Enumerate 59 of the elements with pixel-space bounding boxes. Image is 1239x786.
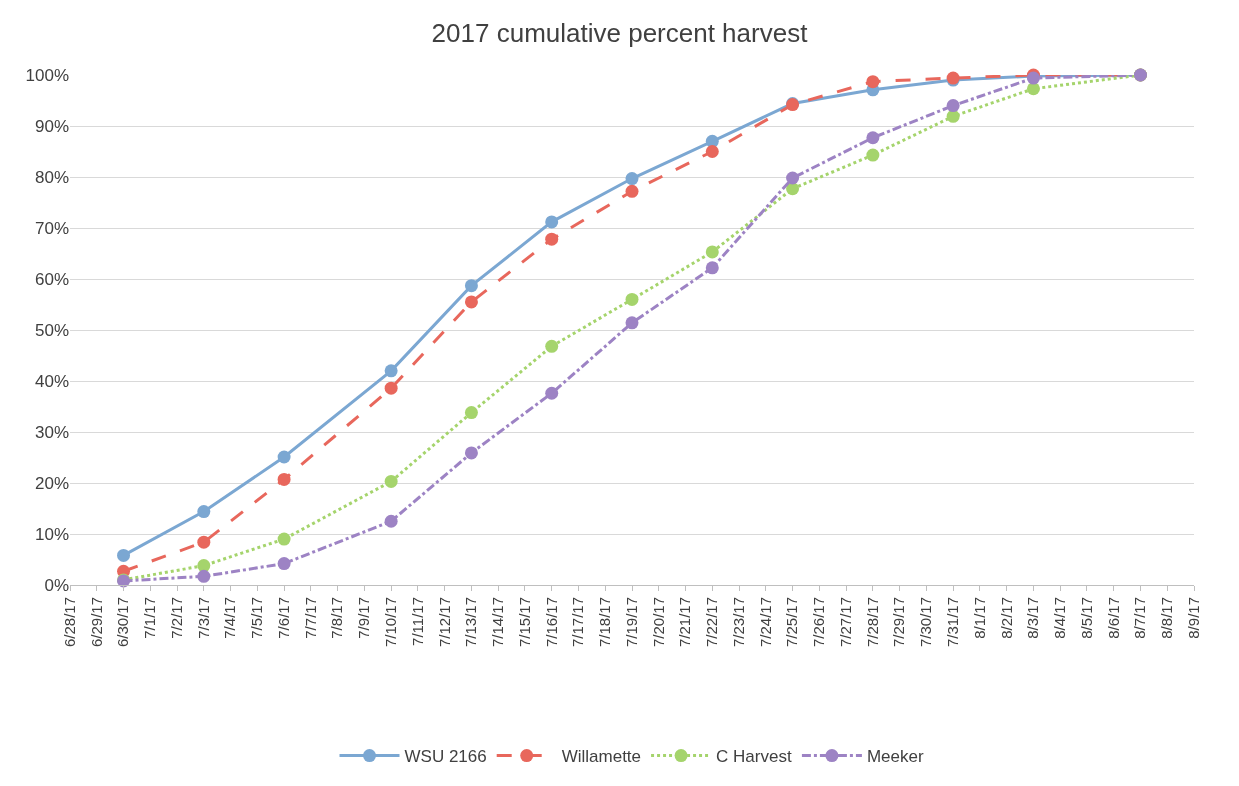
y-tick-label: 80% — [34, 167, 69, 187]
x-tick-label: 7/29/17 — [890, 597, 908, 648]
y-tick-label: 30% — [34, 422, 69, 442]
x-tick-label: 7/2/17 — [167, 597, 185, 639]
x-tick-label: 8/3/17 — [1024, 597, 1042, 639]
x-tick-label: 7/16/17 — [542, 597, 560, 648]
legend-label: C Harvest — [716, 747, 792, 767]
x-tick-label: 8/6/17 — [1104, 597, 1122, 639]
x-tick-label: 7/4/17 — [221, 597, 239, 639]
y-tick-label: 10% — [34, 524, 69, 544]
y-tick-label: 70% — [34, 218, 69, 238]
x-tick-label: 7/10/17 — [382, 597, 400, 648]
y-tick-label: 20% — [34, 473, 69, 493]
x-tick-label: 7/8/17 — [328, 597, 346, 639]
x-tick-label: 8/8/17 — [1158, 597, 1176, 639]
x-tick-label: 7/6/17 — [274, 597, 292, 639]
legend-label: Willamette — [561, 747, 642, 767]
x-tick-label: 8/1/17 — [970, 597, 988, 639]
x-tick-label: 7/11/17 — [408, 597, 426, 646]
x-tick-label: 8/7/17 — [1131, 597, 1149, 639]
x-tick-label: 7/31/17 — [944, 597, 962, 648]
x-tick-label: 7/17/17 — [569, 597, 587, 648]
x-tick-label: 6/28/17 — [60, 597, 78, 648]
x-tick-label: 7/21/17 — [676, 597, 694, 648]
x-tick-label: 8/5/17 — [1077, 597, 1095, 639]
x-tick-label: 7/1/17 — [141, 597, 159, 639]
y-tick-label: 90% — [34, 116, 69, 136]
x-tick-label: 8/9/17 — [1184, 597, 1202, 639]
legend-label: WSU 2166 — [404, 747, 487, 767]
y-tick-label: 100% — [25, 65, 69, 85]
x-tick-label: 7/3/17 — [194, 597, 212, 639]
x-tick-label: 8/4/17 — [1051, 597, 1069, 639]
x-tick-label: 7/28/17 — [863, 597, 881, 648]
legend-label: Meeker — [866, 747, 924, 767]
x-tick-label: 7/20/17 — [649, 597, 667, 648]
x-tick-label: 7/23/17 — [729, 597, 747, 648]
x-tick-label: 7/24/17 — [756, 597, 774, 648]
x-tick-label: 8/2/17 — [997, 597, 1015, 639]
x-tick-label: 7/14/17 — [489, 597, 507, 648]
x-tick-label: 7/27/17 — [836, 597, 854, 648]
x-tick-label: 7/22/17 — [703, 597, 721, 648]
x-tick-label: 7/25/17 — [783, 597, 801, 648]
y-tick-label: 40% — [34, 371, 69, 391]
x-tick-label: 7/7/17 — [301, 597, 319, 639]
x-tick-label: 7/12/17 — [435, 597, 453, 648]
x-tick-label: 7/26/17 — [810, 597, 828, 648]
x-tick-label: 7/19/17 — [622, 597, 640, 648]
y-tick-label: 60% — [34, 269, 69, 289]
x-tick-label: 7/18/17 — [596, 597, 614, 648]
y-tick-label: 0% — [44, 575, 69, 595]
x-tick-label: 7/13/17 — [462, 597, 480, 648]
x-tick-label: 7/9/17 — [355, 597, 373, 639]
x-tick-label: 6/30/17 — [114, 597, 132, 648]
x-tick-label: 7/15/17 — [515, 597, 533, 648]
chart-title: 2017 cumulative percent harvest — [431, 17, 809, 48]
x-tick-label: 6/29/17 — [87, 597, 105, 648]
x-tick-label: 7/30/17 — [917, 597, 935, 648]
x-tick-label: 7/5/17 — [248, 597, 266, 639]
y-tick-label: 50% — [34, 320, 69, 340]
